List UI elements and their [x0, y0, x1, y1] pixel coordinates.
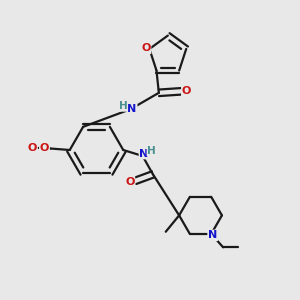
- Text: H: H: [119, 101, 128, 111]
- Text: O: O: [40, 142, 49, 153]
- Text: N: N: [128, 104, 137, 115]
- Text: O: O: [125, 177, 134, 187]
- Text: N: N: [140, 148, 149, 159]
- Text: O: O: [141, 43, 151, 53]
- Text: O: O: [182, 86, 191, 96]
- Text: H: H: [147, 146, 156, 156]
- Text: N: N: [208, 230, 217, 240]
- Text: O: O: [28, 142, 37, 153]
